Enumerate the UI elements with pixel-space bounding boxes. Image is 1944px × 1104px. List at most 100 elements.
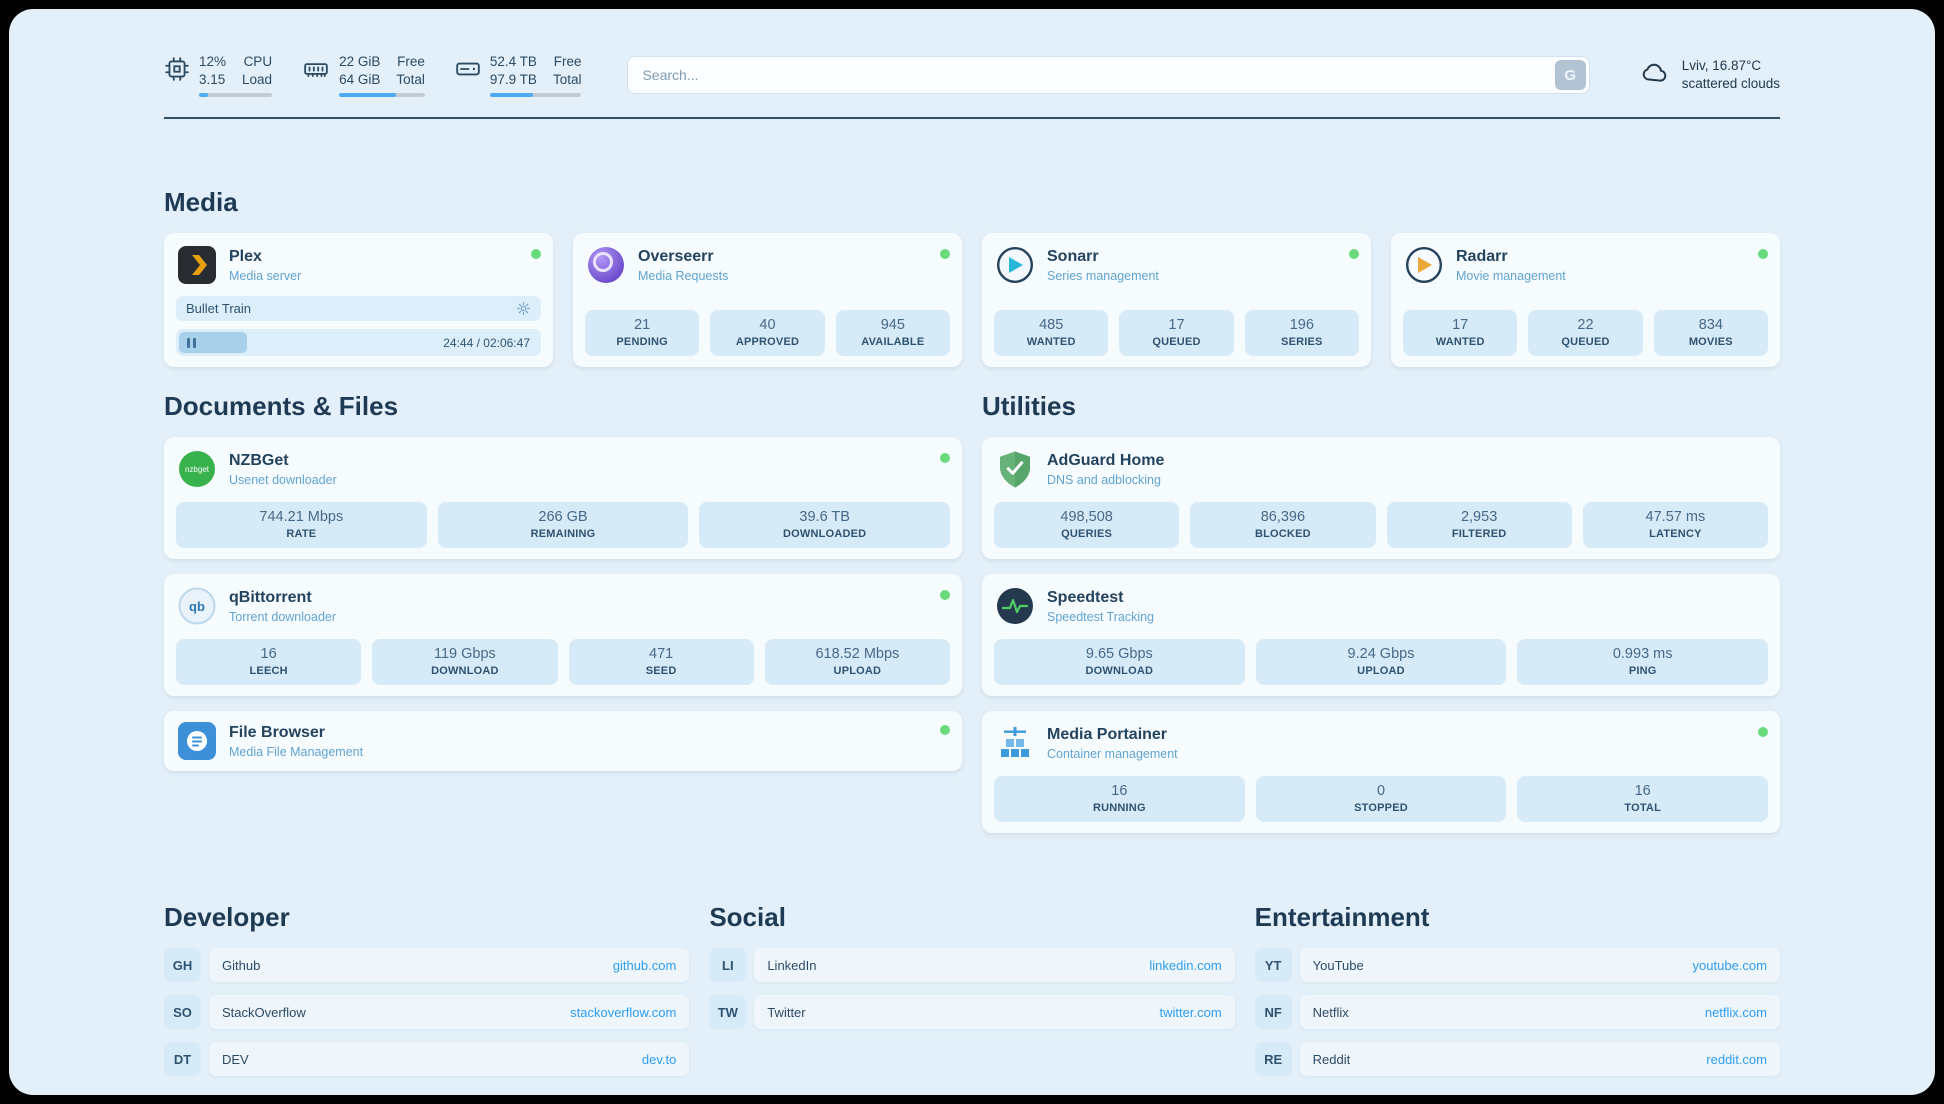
hardware-stats-group: 12% CPU 3.15 Load: [164, 53, 582, 98]
youtube-abbr-icon: YT: [1254, 948, 1292, 983]
svg-text:nzbget: nzbget: [185, 465, 210, 474]
bookmark-youtube[interactable]: YT YouTube youtube.com: [1254, 948, 1780, 983]
stat-value: 498,508: [1060, 509, 1113, 526]
app-subtitle: Media File Management: [229, 744, 364, 759]
stat-value: 0.993 ms: [1612, 646, 1673, 663]
documents-column: Documents & Files nzbget NZBGet Usenet d…: [164, 391, 962, 786]
app-subtitle: DNS and adblocking: [1047, 472, 1161, 487]
stat-label: PENDING: [616, 336, 668, 349]
speedtest-icon[interactable]: [994, 585, 1036, 627]
stat-value: 0: [1376, 783, 1386, 800]
app-subtitle: Torrent downloader: [229, 609, 337, 624]
search-input[interactable]: [634, 67, 1555, 84]
stat-value: 16: [260, 646, 277, 663]
app-name: Plex: [229, 247, 262, 265]
plex-icon[interactable]: [176, 244, 218, 286]
stat-tile-rate: 744.21 Mbps RATE: [176, 502, 427, 549]
media-section: Media Plex Media server Bullet Train: [164, 187, 1780, 368]
radarr-card: Radarr Movie management 17 WANTED 22 QUE…: [1391, 233, 1780, 368]
stat-label: RUNNING: [1092, 802, 1146, 815]
ram-icon: [302, 56, 330, 97]
overseerr-icon[interactable]: [585, 244, 627, 286]
adguard-card: AdGuard Home DNS and adblocking 498,508 …: [982, 437, 1780, 560]
stat-tile-upload: 9.24 Gbps UPLOAD: [1255, 639, 1507, 686]
github-abbr-icon: GH: [164, 948, 201, 983]
status-dot: [940, 725, 950, 736]
stat-value: 471: [649, 646, 674, 663]
bookmark-url[interactable]: dev.to: [641, 1051, 677, 1067]
bookmark-github[interactable]: GH Github github.com: [164, 948, 690, 983]
bookmark-reddit[interactable]: RE Reddit reddit.com: [1254, 1042, 1780, 1077]
stat-tile-downloaded: 39.6 TB DOWNLOADED: [699, 502, 951, 549]
plex-progress-bar[interactable]: 24:44 / 02:06:47: [176, 329, 541, 357]
stackoverflow-abbr-icon: SO: [164, 995, 201, 1030]
bookmark-url[interactable]: linkedin.com: [1149, 957, 1222, 973]
linkedin-abbr-icon: LI: [709, 948, 747, 983]
stat-value: 9.24 Gbps: [1347, 646, 1415, 663]
bookmark-stackoverflow[interactable]: SO StackOverflow stackoverflow.com: [164, 995, 690, 1030]
bookmark-netflix[interactable]: NF Netflix netflix.com: [1254, 995, 1780, 1030]
svg-text:qb: qb: [189, 599, 205, 614]
status-dot: [1758, 249, 1768, 260]
disk-total-value: 97.9 TB: [489, 71, 537, 87]
weather-widget: Lviv, 16.87°C scattered clouds: [1636, 57, 1780, 93]
bookmark-url[interactable]: github.com: [612, 957, 677, 973]
bookmark-url[interactable]: twitter.com: [1159, 1004, 1222, 1020]
stat-value: 17: [1452, 317, 1469, 334]
stat-label: RATE: [286, 528, 317, 541]
filebrowser-card: File Browser Media File Management: [164, 711, 962, 772]
bookmark-name: DEV: [222, 1051, 249, 1067]
stat-value: 744.21 Mbps: [259, 509, 344, 526]
section-title-developer: Developer: [164, 902, 290, 933]
stat-value: 21: [634, 317, 651, 334]
stat-tile-pending: 21 PENDING: [585, 310, 700, 357]
app-subtitle: Media server: [229, 268, 302, 283]
stat-value: 9.65 Gbps: [1085, 646, 1153, 663]
search-engine-button[interactable]: G: [1554, 60, 1586, 91]
social-column: Social LI LinkedIn linkedin.com TW Twitt…: [709, 902, 1235, 1042]
cpu-usage-value: 12%: [199, 54, 227, 69]
stat-value: 16: [1634, 783, 1651, 800]
status-dot: [940, 453, 950, 464]
bookmark-name: Netflix: [1312, 1004, 1349, 1020]
bookmark-twitter[interactable]: TW Twitter twitter.com: [709, 995, 1235, 1030]
bookmark-linkedin[interactable]: LI LinkedIn linkedin.com: [709, 948, 1235, 983]
stat-label: LATENCY: [1649, 528, 1702, 541]
stat-tile-download: 9.65 Gbps DOWNLOAD: [994, 639, 1245, 686]
settings-gear-icon[interactable]: [516, 301, 531, 316]
stat-tile-leech: 16 LEECH: [176, 639, 362, 686]
app-name: AdGuard Home: [1047, 451, 1165, 469]
bookmark-name: LinkedIn: [767, 957, 817, 973]
bookmark-url[interactable]: stackoverflow.com: [570, 1004, 677, 1020]
radarr-icon[interactable]: [1403, 244, 1445, 286]
app-subtitle: Series management: [1047, 268, 1159, 283]
nzbget-icon[interactable]: nzbget: [176, 448, 218, 490]
sonarr-icon[interactable]: [994, 244, 1036, 286]
disk-progress-bar: [489, 93, 582, 98]
bookmark-dev[interactable]: DT DEV dev.to: [164, 1042, 690, 1077]
stat-label: REMAINING: [530, 528, 596, 541]
bookmark-url[interactable]: reddit.com: [1706, 1051, 1767, 1067]
stat-tile-available: 945 AVAILABLE: [835, 310, 950, 357]
bookmark-url[interactable]: netflix.com: [1704, 1004, 1767, 1020]
cpu-widget: 12% CPU 3.15 Load: [164, 53, 273, 98]
bookmark-url[interactable]: youtube.com: [1692, 957, 1767, 973]
bookmark-name: Reddit: [1312, 1051, 1351, 1067]
app-name: Speedtest: [1047, 588, 1124, 606]
bookmark-name: Twitter: [767, 1004, 806, 1020]
ram-progress-bar: [339, 93, 425, 98]
stat-value: 47.57 ms: [1645, 509, 1706, 526]
stat-label: TOTAL: [1624, 802, 1661, 815]
overseerr-card: Overseerr Media Requests 21 PENDING 40 A…: [573, 233, 962, 368]
stat-value: 196: [1289, 317, 1314, 334]
stat-value: 16: [1111, 783, 1128, 800]
portainer-icon[interactable]: [994, 722, 1036, 764]
filebrowser-icon[interactable]: [176, 720, 218, 762]
stat-label: DOWNLOAD: [431, 665, 499, 678]
sonarr-card: Sonarr Series management 485 WANTED 17 Q…: [982, 233, 1371, 368]
qbittorrent-icon[interactable]: qb: [176, 585, 218, 627]
pause-icon[interactable]: [187, 337, 196, 348]
stat-label: PING: [1628, 665, 1657, 678]
adguard-icon[interactable]: [994, 448, 1036, 490]
